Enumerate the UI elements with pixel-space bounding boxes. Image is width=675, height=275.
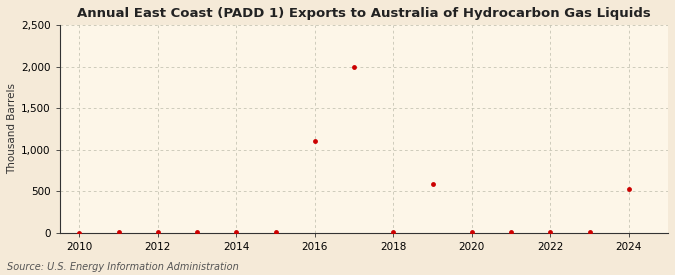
Point bbox=[388, 230, 399, 234]
Text: Source: U.S. Energy Information Administration: Source: U.S. Energy Information Administ… bbox=[7, 262, 238, 272]
Point bbox=[427, 182, 438, 187]
Point bbox=[624, 187, 634, 192]
Point bbox=[349, 65, 360, 69]
Point bbox=[309, 139, 320, 144]
Point bbox=[506, 230, 516, 234]
Point bbox=[270, 230, 281, 234]
Point bbox=[545, 230, 556, 234]
Point bbox=[231, 230, 242, 234]
Point bbox=[113, 230, 124, 234]
Point bbox=[153, 230, 163, 234]
Title: Annual East Coast (PADD 1) Exports to Australia of Hydrocarbon Gas Liquids: Annual East Coast (PADD 1) Exports to Au… bbox=[77, 7, 651, 20]
Point bbox=[74, 230, 85, 235]
Point bbox=[192, 230, 202, 234]
Point bbox=[466, 230, 477, 234]
Point bbox=[584, 230, 595, 234]
Y-axis label: Thousand Barrels: Thousand Barrels bbox=[7, 83, 17, 174]
